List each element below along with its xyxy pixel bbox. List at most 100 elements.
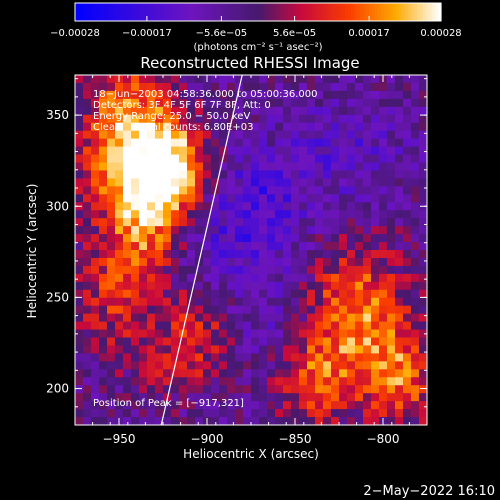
heatmap-cell (307, 321, 316, 331)
heatmap-cell (75, 305, 84, 315)
heatmap-cell (155, 138, 164, 148)
heatmap-cell (307, 82, 316, 92)
heatmap-cell (195, 82, 204, 92)
heatmap-cell (251, 178, 260, 187)
heatmap-cell (315, 353, 324, 362)
heatmap-cell (299, 313, 308, 323)
heatmap-cell (307, 194, 316, 203)
heatmap-cell (219, 210, 228, 219)
heatmap-cell (243, 417, 252, 426)
heatmap-cell (387, 90, 396, 100)
heatmap-cell (107, 257, 116, 267)
heatmap-cell (211, 377, 220, 386)
heatmap-cell (75, 313, 84, 323)
heatmap-cell (363, 186, 372, 195)
heatmap-cell (307, 130, 316, 140)
heatmap-cell (211, 305, 220, 315)
heatmap-cell (211, 265, 220, 275)
colorbar-cell (321, 3, 325, 21)
heatmap-cell (387, 178, 396, 187)
heatmap-cell (91, 297, 100, 307)
heatmap-cell (227, 82, 236, 92)
heatmap-cell (211, 337, 220, 346)
heatmap-cell (331, 401, 340, 410)
heatmap-cell (187, 98, 196, 108)
heatmap-cell (131, 369, 140, 378)
footer-timestamp: 2−May−2022 16:10 (363, 484, 495, 499)
heatmap-cell (299, 289, 308, 299)
heatmap-cell (387, 329, 396, 338)
heatmap-cell (75, 250, 84, 259)
heatmap-cell (243, 162, 252, 171)
heatmap-cell (419, 114, 428, 124)
heatmap-cell (99, 250, 108, 259)
heatmap-cell (155, 194, 164, 203)
heatmap-cell (83, 289, 92, 299)
heatmap-cell (403, 194, 412, 203)
heatmap-cell (275, 234, 284, 243)
heatmap-cell (315, 178, 324, 187)
heatmap-cell (235, 417, 244, 426)
heatmap-cell (115, 138, 124, 148)
heatmap-cell (259, 122, 268, 132)
heatmap-cell (323, 130, 332, 140)
heatmap-cell (379, 345, 388, 354)
heatmap-cell (291, 289, 300, 299)
heatmap-cell (91, 377, 100, 386)
heatmap-cell (259, 98, 268, 108)
heatmap-cell (187, 194, 196, 203)
heatmap-cell (403, 146, 412, 156)
heatmap-cell (203, 210, 212, 219)
heatmap-cell (171, 186, 180, 195)
heatmap-cell (147, 401, 156, 410)
heatmap-cell (235, 337, 244, 346)
heatmap-cell (235, 146, 244, 156)
heatmap-cell (339, 242, 348, 251)
heatmap-cell (387, 98, 396, 108)
heatmap-cell (171, 146, 180, 156)
heatmap-cell (139, 250, 148, 259)
heatmap-cell (179, 194, 188, 203)
heatmap-cell (83, 305, 92, 315)
heatmap-cell (283, 154, 292, 163)
heatmap-cell (83, 242, 92, 251)
heatmap-cell (363, 409, 372, 418)
heatmap-cell (323, 122, 332, 132)
heatmap-cell (355, 345, 364, 354)
colorbar-cell (162, 3, 166, 21)
heatmap-cell (147, 417, 156, 426)
heatmap-cell (299, 75, 308, 84)
heatmap-cell (315, 369, 324, 378)
heatmap-cell (219, 178, 228, 187)
heatmap-cell (379, 138, 388, 148)
heatmap-cell (235, 162, 244, 171)
heatmap-cell (339, 162, 348, 171)
heatmap-cell (155, 353, 164, 362)
heatmap-cell (299, 337, 308, 346)
heatmap-cell (419, 130, 428, 140)
heatmap-cell (267, 369, 276, 378)
heatmap-cell (315, 75, 324, 84)
colorbar-cell (267, 3, 271, 21)
heatmap-cell (259, 138, 268, 148)
heatmap-cell (187, 281, 196, 291)
heatmap-cell (291, 106, 300, 116)
heatmap-cell (267, 409, 276, 418)
heatmap-cell (99, 130, 108, 140)
heatmap-cell (403, 417, 412, 426)
colorbar-cell (75, 3, 79, 21)
heatmap-cell (131, 393, 140, 402)
heatmap-cell (323, 82, 332, 92)
heatmap-cell (107, 305, 116, 315)
heatmap-cell (243, 321, 252, 331)
heatmap-cell (171, 226, 180, 235)
heatmap-cell (259, 242, 268, 251)
heatmap-cell (115, 329, 124, 338)
heatmap-cell (331, 257, 340, 267)
heatmap-cell (163, 377, 172, 386)
heatmap-cell (355, 242, 364, 251)
heatmap-cell (339, 98, 348, 108)
heatmap-cell (147, 385, 156, 394)
heatmap-cell (195, 321, 204, 331)
heatmap-cell (347, 257, 356, 267)
